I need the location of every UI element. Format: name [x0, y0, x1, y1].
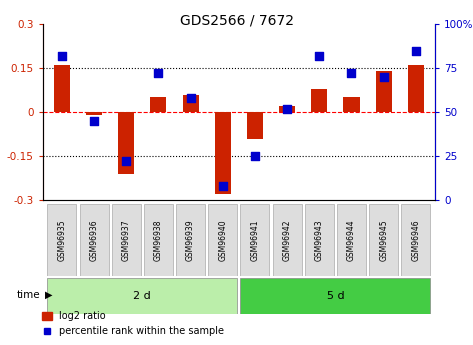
Bar — [118, 112, 134, 174]
Text: GSM96944: GSM96944 — [347, 219, 356, 260]
FancyBboxPatch shape — [337, 204, 366, 276]
Point — [187, 95, 194, 101]
FancyBboxPatch shape — [240, 278, 430, 314]
Text: GSM96938: GSM96938 — [154, 219, 163, 260]
FancyBboxPatch shape — [208, 204, 237, 276]
Bar — [215, 112, 231, 194]
Text: GDS2566 / 7672: GDS2566 / 7672 — [179, 14, 294, 28]
Text: GSM96943: GSM96943 — [315, 219, 324, 260]
Point — [412, 48, 420, 53]
Text: ▶: ▶ — [45, 290, 53, 300]
FancyBboxPatch shape — [176, 204, 205, 276]
Point — [219, 183, 227, 189]
FancyBboxPatch shape — [144, 204, 173, 276]
FancyBboxPatch shape — [305, 204, 334, 276]
Text: 5 d: 5 d — [326, 291, 344, 301]
Text: time: time — [17, 290, 40, 300]
Bar — [408, 65, 424, 112]
Bar — [150, 97, 166, 112]
Text: 2 d: 2 d — [133, 291, 151, 301]
FancyBboxPatch shape — [402, 204, 430, 276]
Point — [155, 71, 162, 76]
Legend: log2 ratio, percentile rank within the sample: log2 ratio, percentile rank within the s… — [38, 307, 228, 340]
Text: GSM96936: GSM96936 — [89, 219, 98, 260]
Text: GSM96942: GSM96942 — [283, 219, 292, 260]
Text: GSM96945: GSM96945 — [379, 219, 388, 260]
Text: GSM96939: GSM96939 — [186, 219, 195, 260]
Point — [380, 74, 387, 80]
Bar — [54, 65, 70, 112]
Point — [251, 153, 259, 159]
Bar — [311, 89, 327, 112]
Text: GSM96941: GSM96941 — [251, 219, 260, 260]
Bar — [343, 97, 359, 112]
FancyBboxPatch shape — [47, 204, 76, 276]
Text: GSM96940: GSM96940 — [218, 219, 227, 260]
Point — [283, 106, 291, 111]
Text: GSM96937: GSM96937 — [122, 219, 131, 260]
FancyBboxPatch shape — [272, 204, 302, 276]
FancyBboxPatch shape — [79, 204, 108, 276]
Bar — [86, 112, 102, 115]
Bar — [376, 71, 392, 112]
FancyBboxPatch shape — [240, 204, 270, 276]
Point — [58, 53, 66, 59]
FancyBboxPatch shape — [112, 204, 141, 276]
FancyBboxPatch shape — [47, 278, 237, 314]
FancyBboxPatch shape — [369, 204, 398, 276]
Point — [315, 53, 323, 59]
Text: GSM96946: GSM96946 — [412, 219, 420, 260]
Point — [123, 159, 130, 164]
Bar — [279, 106, 295, 112]
Point — [90, 118, 98, 124]
Point — [348, 71, 355, 76]
Bar — [183, 95, 199, 112]
Text: GSM96935: GSM96935 — [57, 219, 66, 260]
Bar — [247, 112, 263, 138]
